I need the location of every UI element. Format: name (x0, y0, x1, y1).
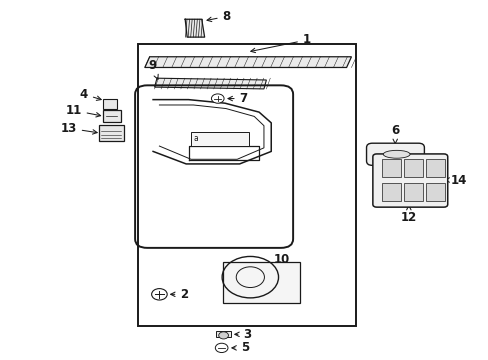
Bar (191, 132, 249, 146)
Text: 4: 4 (80, 88, 101, 101)
Bar (426, 159, 445, 177)
Bar (403, 159, 422, 177)
Text: 7: 7 (227, 92, 247, 105)
Bar (102, 99, 117, 109)
Text: 8: 8 (206, 10, 230, 23)
Text: 10: 10 (267, 253, 289, 269)
Polygon shape (154, 78, 266, 89)
Text: 11: 11 (65, 104, 101, 117)
Polygon shape (185, 19, 204, 37)
Text: 3: 3 (234, 328, 251, 341)
Bar (222, 262, 300, 303)
Text: 13: 13 (61, 122, 97, 135)
Bar (426, 183, 445, 201)
Circle shape (215, 343, 227, 352)
Text: 12: 12 (400, 205, 416, 224)
Polygon shape (144, 57, 351, 67)
Bar (137, 44, 356, 327)
Ellipse shape (383, 150, 409, 158)
Text: a: a (193, 134, 198, 143)
Bar (99, 125, 123, 141)
Text: 2: 2 (170, 288, 188, 301)
Bar (381, 183, 400, 201)
Text: 14: 14 (444, 174, 467, 186)
Circle shape (211, 94, 224, 103)
Circle shape (151, 289, 167, 300)
Text: 1: 1 (250, 33, 310, 53)
Text: 9: 9 (148, 59, 158, 79)
Text: 5: 5 (231, 341, 248, 354)
Bar (216, 331, 230, 337)
FancyBboxPatch shape (372, 154, 447, 207)
Circle shape (218, 332, 228, 339)
Bar (381, 159, 400, 177)
Bar (102, 111, 121, 122)
FancyBboxPatch shape (366, 143, 424, 165)
Text: 6: 6 (390, 124, 399, 144)
Bar (403, 183, 422, 201)
